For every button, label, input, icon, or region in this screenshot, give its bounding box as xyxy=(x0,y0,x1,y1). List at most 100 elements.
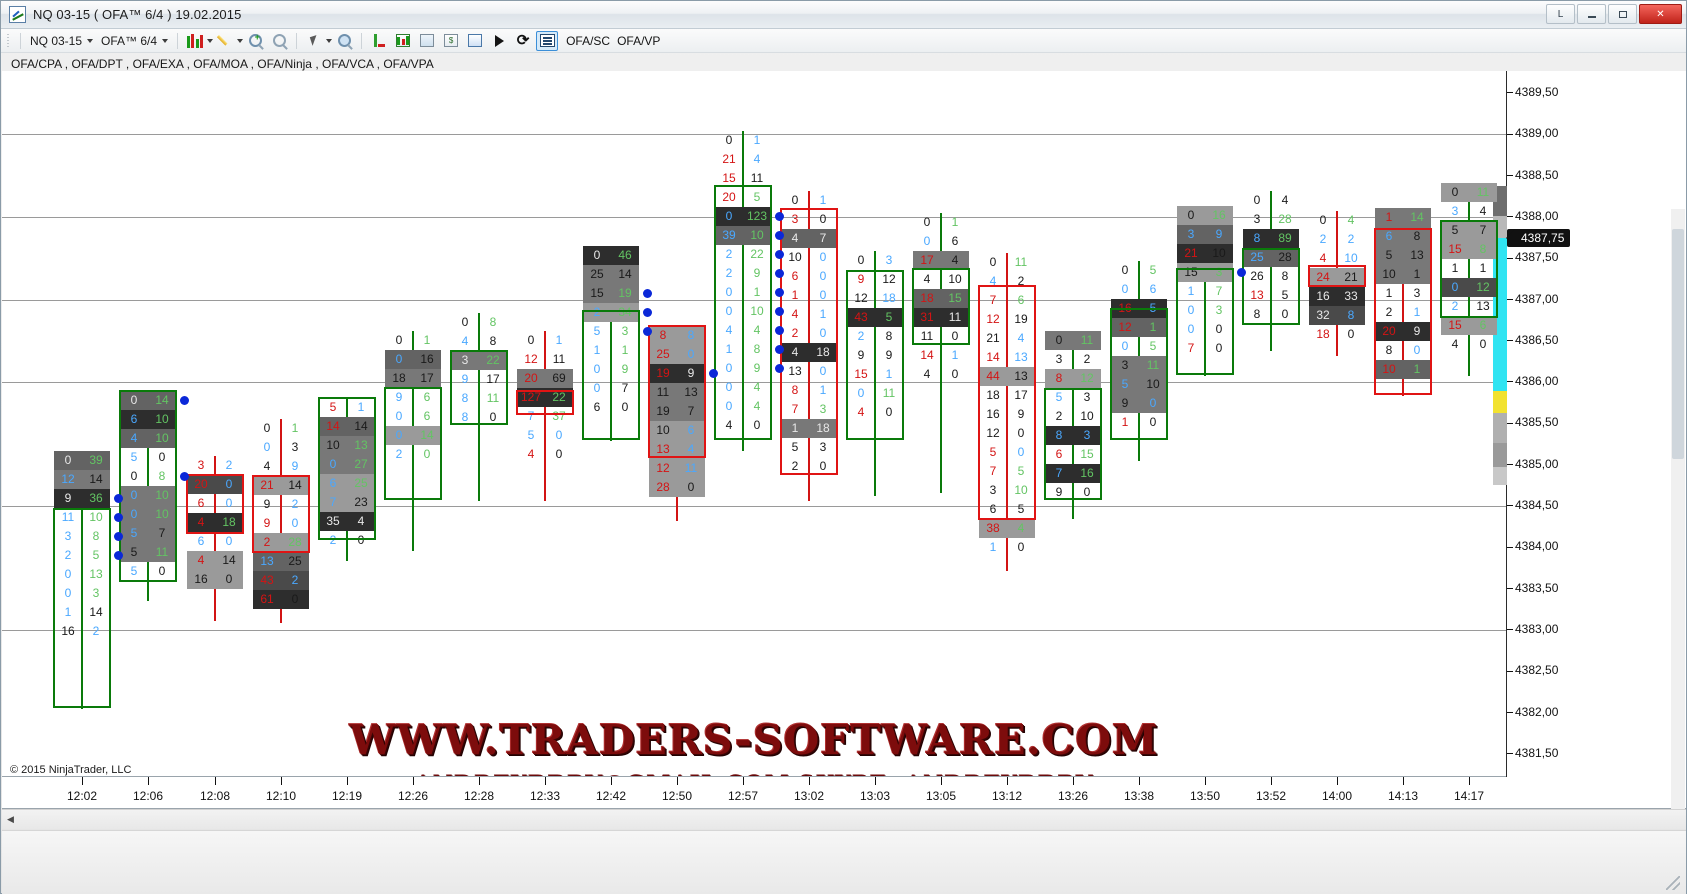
tab-ofa-sc[interactable]: OFA/SC xyxy=(566,33,611,48)
time-axis[interactable]: 12:02 12:06 12:08 12:10 12:19 12:26 12:28 12:33… xyxy=(2,777,1686,809)
bid-volume: 20 xyxy=(524,371,538,385)
draw-tools-icon[interactable] xyxy=(214,31,236,51)
ask-volume: 11 xyxy=(1080,333,1094,347)
footprint-row: 0 123 xyxy=(715,207,771,226)
zoom-in-icon[interactable]: + xyxy=(244,31,266,51)
footprint-bar[interactable]: 0 1 3 0 4 7 10 0 6 0 1 0 4 1 2 0 4 18 13 0 8 1 7 3 1 18 5 3 2 0 xyxy=(780,191,838,501)
footprint-row: 10 6 xyxy=(649,421,705,440)
bid-volume: 8 xyxy=(1055,371,1063,385)
instrument-selector[interactable]: NQ 03-15 xyxy=(26,33,97,49)
ofa-monitor-icon[interactable] xyxy=(536,30,559,51)
minimize-button[interactable] xyxy=(1577,4,1606,24)
ask-volume: 13 xyxy=(1410,248,1424,262)
resize-grip[interactable] xyxy=(1666,876,1680,890)
horizontal-scrollbar[interactable]: ◀ xyxy=(2,809,1686,829)
ask-volume: 0 xyxy=(158,450,166,464)
imbalance-dot xyxy=(180,396,189,405)
footprint-bar[interactable]: 0 16 3 9 21 10 15 3 1 7 0 3 0 0 7 0 xyxy=(1176,206,1246,376)
ask-volume: 22 xyxy=(750,247,764,261)
bid-volume: 8 xyxy=(461,410,469,424)
footprint-bar[interactable]: 0 1 0 3 4 9 21 14 9 2 9 0 2 28 13 25 43 2 61 0 xyxy=(252,419,310,623)
footprint-bar[interactable]: 0 1 0 16 18 17 9 6 0 6 0 14 2 0 xyxy=(384,331,442,551)
bid-volume: 0 xyxy=(857,386,865,400)
footprint-bar[interactable]: 0 4 3 28 8 89 25 28 26 8 13 5 8 0 xyxy=(1242,191,1300,351)
scroll-left-arrow[interactable]: ◀ xyxy=(7,814,14,824)
scroll-thumb[interactable] xyxy=(1672,229,1684,459)
data-box-icon[interactable] xyxy=(333,31,355,51)
ask-volume: 2 xyxy=(291,573,299,587)
dollar-icon[interactable]: $ xyxy=(440,31,462,51)
chart-style-icon[interactable] xyxy=(392,31,414,51)
imbalance-dot xyxy=(114,551,123,560)
bars-type-icon[interactable] xyxy=(184,31,206,51)
zoom-out-icon[interactable] xyxy=(268,31,290,51)
grid-line xyxy=(2,299,1506,301)
chart-canvas[interactable]: 0 39 12 14 9 36 11 10 3 8 2 5 0 13 0 3 1 14 16 2 0 14 6 10 4 10 5 0… xyxy=(2,71,1506,776)
ladder-cell xyxy=(1493,333,1507,351)
footprint-bar[interactable]: 8 8 25 0 19 9 11 13 19 7 10 6 13 4 12 11 28 0 xyxy=(648,325,718,521)
bid-volume: 4 xyxy=(130,431,138,445)
cursor-icon[interactable] xyxy=(303,31,325,51)
chevron-down-icon[interactable] xyxy=(237,38,244,43)
maximize-button[interactable] xyxy=(1608,4,1637,24)
bid-volume: 5 xyxy=(527,428,535,442)
ask-volume: 5 xyxy=(885,310,893,324)
footprint-bar[interactable]: 0 46 25 14 15 19 2 34 5 3 1 1 0 9 0 7 6 0 xyxy=(582,246,652,441)
bid-volume: 2 xyxy=(1319,232,1327,246)
grid-icon[interactable] xyxy=(464,31,486,51)
playback-icon[interactable] xyxy=(488,31,510,51)
footprint-bar[interactable]: 3 2 20 0 6 0 4 18 6 0 4 14 16 0 xyxy=(186,456,244,621)
bid-volume: 44 xyxy=(986,369,1000,383)
interval-selector[interactable]: OFA™ 6/4 xyxy=(97,33,172,49)
time-label: 13:02 xyxy=(793,789,825,803)
vertical-scrollbar[interactable] xyxy=(1671,209,1685,809)
ask-volume: 11 xyxy=(948,310,962,324)
bid-volume: 4 xyxy=(197,553,205,567)
indicators-icon[interactable] xyxy=(368,31,390,51)
bid-volume: 0 xyxy=(1121,263,1129,277)
bid-volume: 5 xyxy=(989,445,997,459)
footprint-bar[interactable]: 0 39 12 14 9 36 11 10 3 8 2 5 0 13 0 3 1 14 16 2 xyxy=(53,451,123,709)
tab-ofa-vp[interactable]: OFA/VP xyxy=(617,33,661,48)
footprint-bar[interactable]: 0 11 3 2 8 12 5 3 2 10 8 3 6 15 7 16 9 0 xyxy=(1044,331,1102,519)
footprint-bar[interactable]: 0 1 12 11 20 69 127 22 7 37 5 0 4 0 xyxy=(516,331,574,501)
strategies-icon[interactable] xyxy=(416,31,438,51)
footprint-bar[interactable]: 0 4 2 2 4 10 24 21 16 33 32 8 18 0 xyxy=(1308,211,1366,356)
footprint-bar[interactable]: 0 5 0 6 16 5 12 1 0 5 3 11 5 10 9 0 1 0 xyxy=(1110,261,1168,461)
bid-volume: 2 xyxy=(263,535,271,549)
footprint-bar[interactable]: 0 1 0 6 17 4 4 10 18 15 31 11 11 0 14 1 4 0 xyxy=(912,213,970,493)
footprint-bar[interactable]: 0 1 21 4 15 11 20 5 0 123 39 10 2 22 2 9 0 1 0 10 4 4 1 8 0 9 0 4 0 4… xyxy=(714,131,784,451)
footprint-bar[interactable]: 0 11 3 4 5 7 15 8 1 1 0 12 2 13 15 6 4 0 xyxy=(1440,183,1498,376)
ask-volume: 8 xyxy=(92,529,100,543)
footprint-bar[interactable]: 0 11 4 2 7 6 12 19 21 4 14 13 44 13 18 17 16 9 12 0 5 0 7 5 3 10 6… xyxy=(978,253,1036,571)
footprint-bar[interactable]: 0 8 4 8 3 22 9 17 8 11 8 0 xyxy=(450,313,508,501)
footprint-row: 12 14 xyxy=(54,470,110,489)
bar-wick xyxy=(1204,206,1206,376)
time-tick xyxy=(809,777,810,785)
bid-volume: 0 xyxy=(263,421,271,435)
ask-volume: 27 xyxy=(354,457,368,471)
chevron-down-icon[interactable] xyxy=(326,38,333,43)
footprint-bar[interactable]: 0 3 9 12 12 18 43 5 2 8 9 9 15 1 0 11 4 0 xyxy=(846,251,904,496)
close-button[interactable]: ✕ xyxy=(1639,4,1682,24)
footprint-bar[interactable]: 1 14 6 8 5 13 10 1 1 3 2 1 20 9 8 0 10 1 xyxy=(1374,208,1432,396)
footprint-bar[interactable]: 0 14 6 10 4 10 5 0 0 8 0 10 0 10 5 7 5 11 5 0 xyxy=(119,390,189,601)
reload-icon[interactable]: ⟳ xyxy=(516,32,530,49)
ask-volume: 0 xyxy=(225,534,233,548)
ask-volume: 0 xyxy=(687,480,695,494)
toolbar-grip[interactable] xyxy=(5,33,12,49)
footprint-row: 4 18 xyxy=(187,513,243,532)
ask-volume: 11 xyxy=(486,391,500,405)
chevron-down-icon[interactable] xyxy=(207,38,214,43)
footprint-bar[interactable]: 5 1 14 14 10 13 0 27 6 25 7 23 35 4 2 0 xyxy=(318,397,376,561)
ask-volume: 11 xyxy=(750,171,764,185)
link-button[interactable]: L xyxy=(1546,4,1575,24)
time-label: 12:10 xyxy=(265,789,297,803)
time-tick xyxy=(545,777,546,785)
ask-volume: 16 xyxy=(420,352,434,366)
price-axis[interactable]: 4389,50 4389,00 4388,50 4388,00 4387,50 4387,… xyxy=(1493,71,1686,777)
